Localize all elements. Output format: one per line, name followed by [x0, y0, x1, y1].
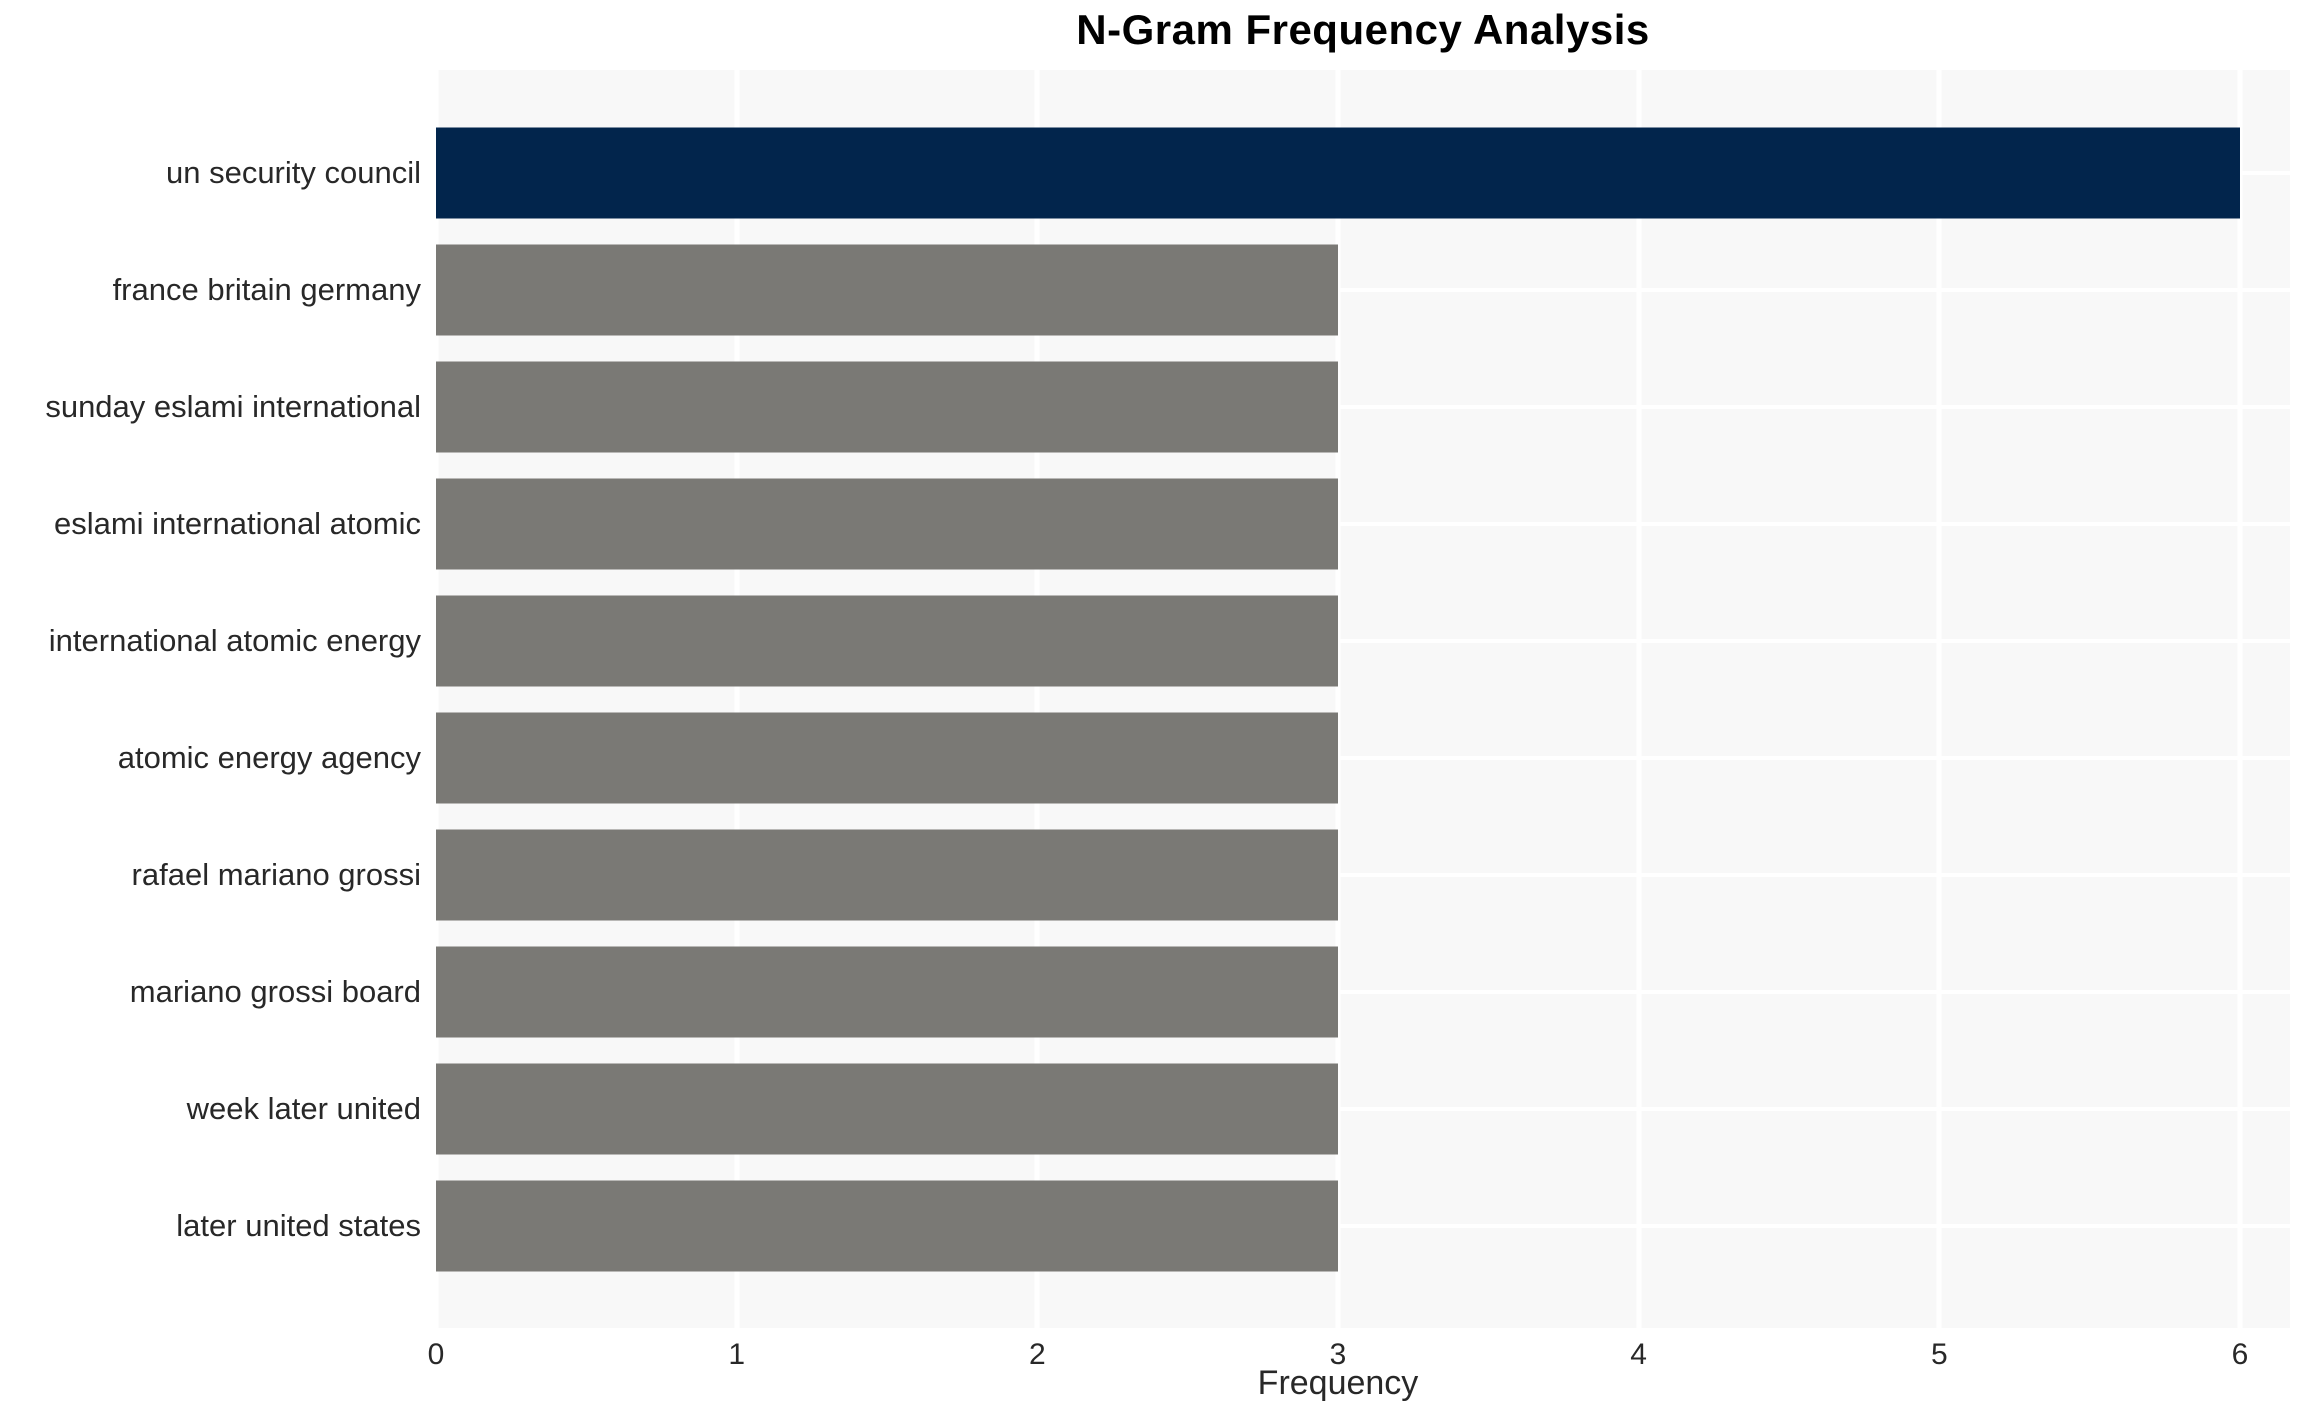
- horizontal-gridline: [436, 404, 2290, 409]
- horizontal-gridline: [436, 872, 2290, 877]
- x-tick-label: 2: [1028, 1338, 1046, 1371]
- vertical-gridline: [2237, 70, 2243, 1328]
- frequency-bar: [436, 946, 1338, 1037]
- horizontal-gridline: [436, 638, 2290, 643]
- x-axis: 0 1 2 3 4 5 6: [428, 1338, 2290, 1380]
- y-tick-label: sunday eslami international: [45, 388, 421, 424]
- bar-row: [436, 816, 2290, 933]
- bar-row: [436, 231, 2290, 348]
- y-tick-label: un security council: [165, 154, 421, 190]
- x-tick-label: 3: [1329, 1338, 1347, 1371]
- vertical-gridline: [1335, 70, 1341, 1328]
- y-tick-label: week later united: [186, 1090, 421, 1126]
- chart-title: N-Gram Frequency Analysis: [1076, 6, 1650, 53]
- x-tick-label: 4: [1630, 1338, 1647, 1371]
- vertical-gridline: [734, 70, 740, 1328]
- frequency-bar: [436, 244, 1338, 335]
- bar-row: [436, 1050, 2290, 1167]
- frequency-bar: [436, 361, 1338, 452]
- x-tick-label: 0: [427, 1338, 445, 1371]
- frequency-bar: [436, 1063, 1338, 1154]
- bar-row: [436, 1167, 2290, 1284]
- vertical-gridline: [436, 70, 439, 1328]
- horizontal-gridline: [436, 287, 2290, 292]
- x-tick-label: 1: [728, 1338, 745, 1371]
- y-tick-label: international atomic energy: [48, 622, 421, 658]
- y-tick-label: eslami international atomic: [53, 505, 421, 541]
- x-axis-title: Frequency: [1257, 1364, 1419, 1402]
- y-axis-labels: un security council france britain german…: [0, 114, 421, 1284]
- horizontal-gridline: [436, 989, 2290, 994]
- y-tick-label: france britain germany: [112, 271, 421, 307]
- horizontal-gridline: [436, 755, 2290, 760]
- horizontal-gridline: [436, 521, 2290, 526]
- horizontal-gridline: [436, 1223, 2290, 1228]
- horizontal-gridline: [436, 1106, 2290, 1111]
- frequency-bar: [436, 478, 1338, 569]
- plot-area: [436, 70, 2290, 1328]
- bar-row: [436, 348, 2290, 465]
- vertical-gridline: [1936, 70, 1942, 1328]
- bar-row: [436, 699, 2290, 816]
- x-tick-label: 5: [1930, 1338, 1948, 1371]
- vertical-gridline: [1636, 70, 1642, 1328]
- bar-row: [436, 582, 2290, 699]
- bar-row: [436, 933, 2290, 1050]
- y-tick-label: mariano grossi board: [129, 973, 421, 1009]
- bar-row: [436, 114, 2290, 231]
- x-tick-label: 6: [2231, 1338, 2249, 1371]
- y-tick-label: rafael mariano grossi: [131, 856, 421, 892]
- frequency-bar: [436, 127, 2240, 218]
- bar-row: [436, 465, 2290, 582]
- bar-rows: [436, 114, 2290, 1284]
- frequency-bar: [436, 595, 1338, 686]
- vertical-gridline: [1034, 70, 1040, 1328]
- frequency-bar: [436, 712, 1338, 803]
- frequency-bar: [436, 1180, 1338, 1271]
- y-tick-label: atomic energy agency: [117, 739, 421, 775]
- frequency-bar: [436, 829, 1338, 920]
- y-tick-label: later united states: [176, 1207, 421, 1243]
